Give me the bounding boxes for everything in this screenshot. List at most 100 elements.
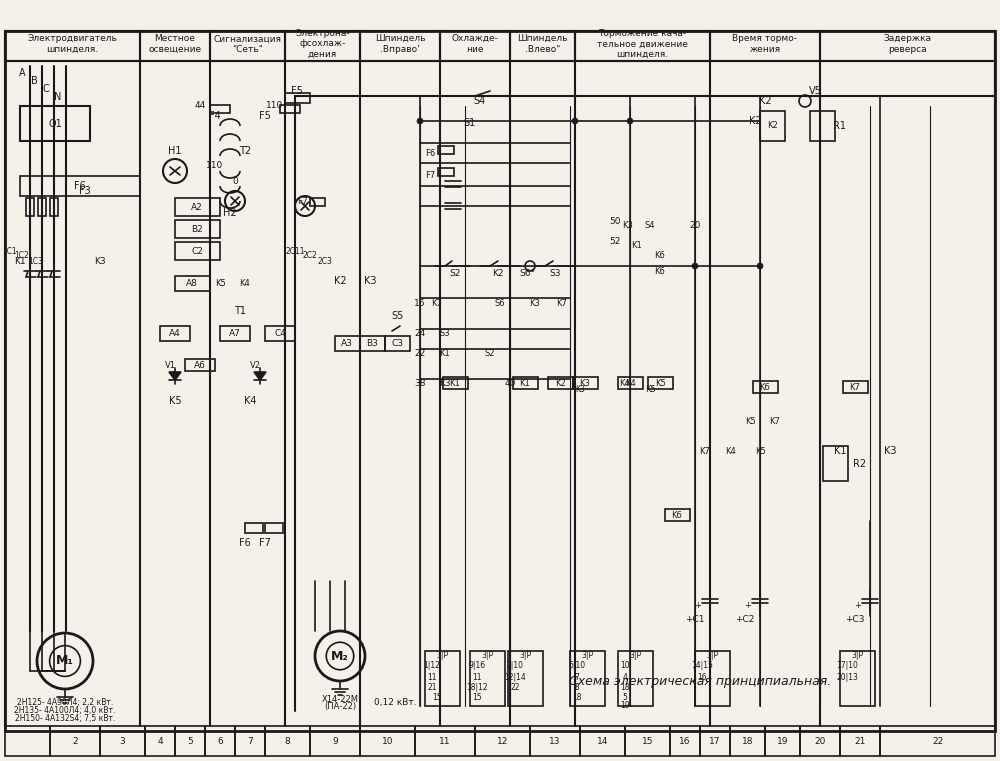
Text: Электродвигатель
шпинделя.: Электродвигатель шпинделя. (28, 34, 117, 54)
Text: 3|P: 3|P (706, 651, 718, 661)
Text: 1C1: 1C1 (3, 247, 17, 256)
Bar (573, 377, 598, 389)
Bar (280, 105, 300, 113)
Bar (5, 726, 50, 756)
Text: F6: F6 (425, 149, 435, 158)
Bar (670, 726, 700, 756)
Text: 0,12 кВт.: 0,12 кВт. (374, 699, 416, 708)
Text: A8: A8 (186, 279, 198, 288)
Text: V2: V2 (250, 361, 260, 371)
Text: R2: R2 (853, 459, 867, 469)
Text: Задержка
реверса: Задержка реверса (884, 34, 932, 54)
Text: K2: K2 (767, 122, 777, 130)
Text: F5: F5 (259, 111, 271, 121)
Bar (843, 381, 868, 393)
Text: 44: 44 (194, 100, 206, 110)
Bar (185, 359, 215, 371)
Bar (438, 168, 454, 176)
Text: S4: S4 (645, 221, 655, 231)
Text: Торможение кача-
тельное движение
шпинделя.: Торможение кача- тельное движение шпинде… (597, 29, 688, 59)
Text: +: + (695, 600, 701, 610)
Bar (360, 726, 415, 756)
Text: 2Н125- 4А90Л4; 2,2 кВт.: 2Н125- 4А90Л4; 2,2 кВт. (17, 699, 113, 708)
Bar (205, 726, 235, 756)
Bar (265, 726, 310, 756)
Text: 110: 110 (206, 161, 224, 170)
Bar (245, 523, 263, 533)
Circle shape (572, 118, 578, 124)
Text: A3: A3 (341, 339, 353, 349)
Bar (50, 198, 58, 216)
Bar (160, 326, 190, 341)
Text: 13: 13 (549, 737, 561, 746)
Text: 22: 22 (932, 737, 943, 746)
Text: S6: S6 (495, 300, 505, 308)
Text: M₁: M₁ (56, 654, 74, 667)
Bar (50, 726, 100, 756)
Bar (710, 31, 820, 61)
Text: F4: F4 (209, 111, 221, 121)
Bar (310, 726, 360, 756)
Bar (310, 198, 325, 206)
Bar (618, 377, 643, 389)
Bar (760, 111, 785, 141)
Text: S3: S3 (549, 269, 561, 278)
Text: +: + (855, 600, 861, 610)
Text: K5: K5 (755, 447, 765, 456)
Text: K3: K3 (575, 384, 585, 393)
Bar (648, 377, 673, 389)
Text: 16: 16 (697, 673, 707, 683)
Text: 3|P: 3|P (581, 651, 593, 661)
Text: K3: K3 (94, 256, 106, 266)
Text: K5: K5 (645, 384, 655, 393)
Text: K5: K5 (169, 396, 181, 406)
Bar (38, 198, 46, 216)
Bar (26, 198, 34, 216)
Text: 4: 4 (157, 737, 163, 746)
Bar (175, 726, 205, 756)
Text: K5: K5 (745, 416, 755, 425)
Text: 2Н135- 4А100Л4; 4,0 кВт.: 2Н135- 4А100Л4; 4,0 кВт. (14, 706, 116, 715)
Bar (175, 220, 220, 238)
Text: 1C2: 1C2 (15, 251, 29, 260)
Text: 14|15: 14|15 (691, 661, 713, 670)
Bar (823, 446, 848, 481)
Text: 21: 21 (854, 737, 866, 746)
Text: K1: K1 (14, 256, 26, 266)
Text: Шпиндель
.Влево": Шпиндель .Влево" (517, 34, 568, 54)
Bar (235, 726, 265, 756)
Text: T2: T2 (239, 146, 251, 156)
Text: V1: V1 (164, 361, 176, 371)
Bar (265, 523, 283, 533)
Text: A7: A7 (229, 330, 241, 339)
Text: N: N (54, 92, 62, 102)
Text: (ПА-22): (ПА-22) (324, 702, 356, 711)
Text: 16: 16 (679, 737, 691, 746)
Bar (438, 146, 454, 154)
Text: K7: K7 (850, 383, 860, 391)
Text: S4: S4 (474, 96, 486, 106)
Bar (175, 276, 210, 291)
Bar (20, 106, 90, 141)
Text: T1: T1 (234, 306, 246, 316)
Text: 14: 14 (597, 737, 608, 746)
Text: 3|P: 3|P (519, 651, 531, 661)
Bar (470, 651, 505, 706)
Text: K1: K1 (834, 446, 846, 456)
Bar (510, 31, 575, 61)
Text: 8: 8 (575, 683, 579, 693)
Text: K6: K6 (655, 266, 665, 275)
Text: 18: 18 (572, 693, 582, 702)
Bar (440, 31, 510, 61)
Text: 40: 40 (504, 380, 516, 389)
Bar (443, 377, 468, 389)
Bar (285, 93, 310, 103)
Text: 18: 18 (620, 683, 630, 693)
Text: 9|16: 9|16 (468, 661, 486, 670)
Text: 1|12: 1|12 (424, 661, 440, 670)
Text: 12: 12 (497, 737, 508, 746)
Text: Электрона-
фсохлаж-
дения: Электрона- фсохлаж- дения (295, 29, 350, 59)
Bar (210, 31, 285, 61)
Text: 15: 15 (472, 693, 482, 702)
Bar (665, 509, 690, 521)
